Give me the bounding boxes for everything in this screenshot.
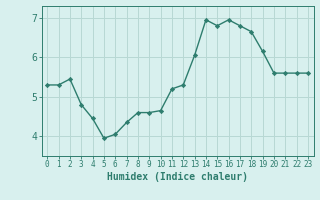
X-axis label: Humidex (Indice chaleur): Humidex (Indice chaleur) [107,172,248,182]
